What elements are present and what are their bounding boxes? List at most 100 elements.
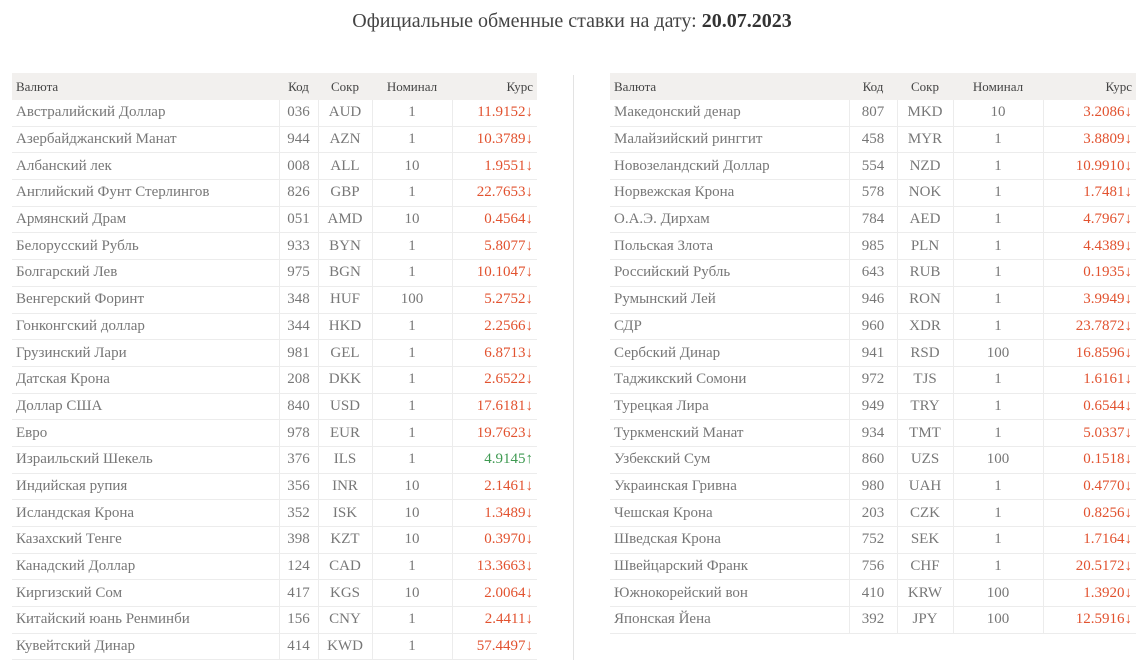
currency-abbr: NZD (896, 152, 953, 181)
currency-name: Индийская рупия (12, 473, 279, 501)
nominal: 1 (952, 206, 1043, 234)
currency-code: 344 (278, 313, 318, 341)
currency-code: 203 (848, 499, 897, 527)
currency-abbr: KGS (317, 579, 372, 608)
currency-name: Новозеландский Доллар (610, 152, 849, 181)
currency-code: 554 (848, 152, 897, 181)
currency-code: 944 (278, 126, 318, 154)
currency-name: Гонконгский доллар (12, 313, 279, 341)
currency-code: 784 (848, 206, 897, 234)
nominal: 1 (371, 393, 452, 421)
currency-abbr: HKD (317, 313, 372, 341)
rate: 3.2086↓ (1042, 100, 1136, 127)
currency-name: О.А.Э. Дирхам (610, 206, 849, 234)
currency-abbr: MYR (896, 126, 953, 154)
currency-code: 975 (278, 259, 318, 287)
currency-code: 860 (848, 446, 897, 474)
currency-code: 414 (278, 633, 318, 661)
column-header: Курс (1043, 73, 1136, 100)
rate-row: Сербский Динар 941 RSD 100 16.8596↓ (610, 339, 1136, 367)
nominal: 1 (371, 313, 452, 341)
nominal: 10 (952, 100, 1043, 127)
rate-row: Польская Злота 985 PLN 1 4.4389↓ (610, 232, 1136, 261)
column-header: Номинал (953, 73, 1043, 100)
nominal: 100 (952, 579, 1043, 608)
rate: 20.5172↓ (1042, 553, 1136, 581)
currency-name: Сербский Динар (610, 339, 849, 367)
nominal: 1 (371, 179, 452, 207)
currency-code: 978 (278, 419, 318, 447)
currency-code: 376 (278, 446, 318, 474)
currency-code: 124 (278, 553, 318, 581)
column-header: Курс (452, 73, 537, 100)
nominal: 1 (371, 126, 452, 154)
currency-abbr: KRW (896, 579, 953, 608)
currency-name: Азербайджанский Манат (12, 126, 279, 154)
nominal: 1 (952, 553, 1043, 581)
currency-code: 458 (848, 126, 897, 154)
currency-name: Узбекский Сум (610, 446, 849, 474)
currency-name: Румынский Лей (610, 286, 849, 314)
currency-code: 840 (278, 393, 318, 421)
nominal: 1 (371, 553, 452, 581)
currency-name: Датская Крона (12, 366, 279, 394)
rate-row: Малайзийский ринггит 458 MYR 1 3.8809↓ (610, 126, 1136, 154)
currency-code: 980 (848, 473, 897, 501)
currency-code: 643 (848, 259, 897, 287)
currency-abbr: RUB (896, 259, 953, 287)
currency-name: Украинская Гривна (610, 473, 849, 501)
rate: 17.6181↓ (451, 393, 537, 421)
rate-row: Болгарский Лев 975 BGN 1 10.1047↓ (12, 259, 537, 287)
nominal: 100 (952, 446, 1043, 474)
rate-row: Израильский Шекель 376 ILS 1 4.9145↑ (12, 446, 537, 474)
nominal: 100 (371, 286, 452, 314)
rate-row: Румынский Лей 946 RON 1 3.9949↓ (610, 286, 1136, 314)
rate-row: Южнокорейский вон 410 KRW 100 1.3920↓ (610, 579, 1136, 608)
nominal: 1 (952, 152, 1043, 181)
rate: 1.7164↓ (1042, 526, 1136, 554)
rate: 1.3920↓ (1042, 579, 1136, 608)
nominal: 10 (371, 499, 452, 527)
rate: 3.8809↓ (1042, 126, 1136, 154)
rate: 0.1518↓ (1042, 446, 1136, 474)
currency-abbr: INR (317, 473, 372, 501)
currency-name: Австралийский Доллар (12, 100, 279, 127)
rate-row: Доллар США 840 USD 1 17.6181↓ (12, 393, 537, 421)
nominal: 1 (952, 259, 1043, 287)
nominal: 1 (371, 606, 452, 634)
currency-name: Киргизский Сом (12, 579, 279, 608)
rate-row: Австралийский Доллар 036 AUD 1 11.9152↓ (12, 100, 537, 127)
rate: 4.7967↓ (1042, 206, 1136, 234)
currency-code: 051 (278, 206, 318, 234)
currency-abbr: KWD (317, 633, 372, 661)
currency-name: Израильский Шекель (12, 446, 279, 474)
rate-row: Индийская рупия 356 INR 10 2.1461↓ (12, 473, 537, 501)
currency-abbr: CZK (896, 499, 953, 527)
column-header: Валюта (12, 73, 279, 100)
currency-name: Болгарский Лев (12, 259, 279, 287)
rate: 1.9551↓ (451, 152, 537, 181)
nominal: 1 (952, 126, 1043, 154)
currency-name: Албанский лек (12, 152, 279, 181)
title-text: Официальные обменные ставки на дату: (352, 10, 697, 32)
currency-abbr: TRY (896, 393, 953, 421)
currency-code: 348 (278, 286, 318, 314)
currency-abbr: RSD (896, 339, 953, 367)
nominal: 1 (952, 286, 1043, 314)
rate: 0.1935↓ (1042, 259, 1136, 287)
nominal: 10 (371, 206, 452, 234)
currency-abbr: XDR (896, 313, 953, 341)
currency-code: 960 (848, 313, 897, 341)
currency-code: 972 (848, 366, 897, 394)
currency-code: 356 (278, 473, 318, 501)
currency-abbr: DKK (317, 366, 372, 394)
rate: 3.9949↓ (1042, 286, 1136, 314)
rate: 10.9910↓ (1042, 152, 1136, 181)
currency-abbr: TMT (896, 419, 953, 447)
rate: 2.4411↓ (451, 606, 537, 634)
rate: 11.9152↓ (451, 100, 537, 127)
nominal: 1 (952, 232, 1043, 261)
currency-abbr: CAD (317, 553, 372, 581)
rate-row: Чешская Крона 203 CZK 1 0.8256↓ (610, 499, 1136, 527)
